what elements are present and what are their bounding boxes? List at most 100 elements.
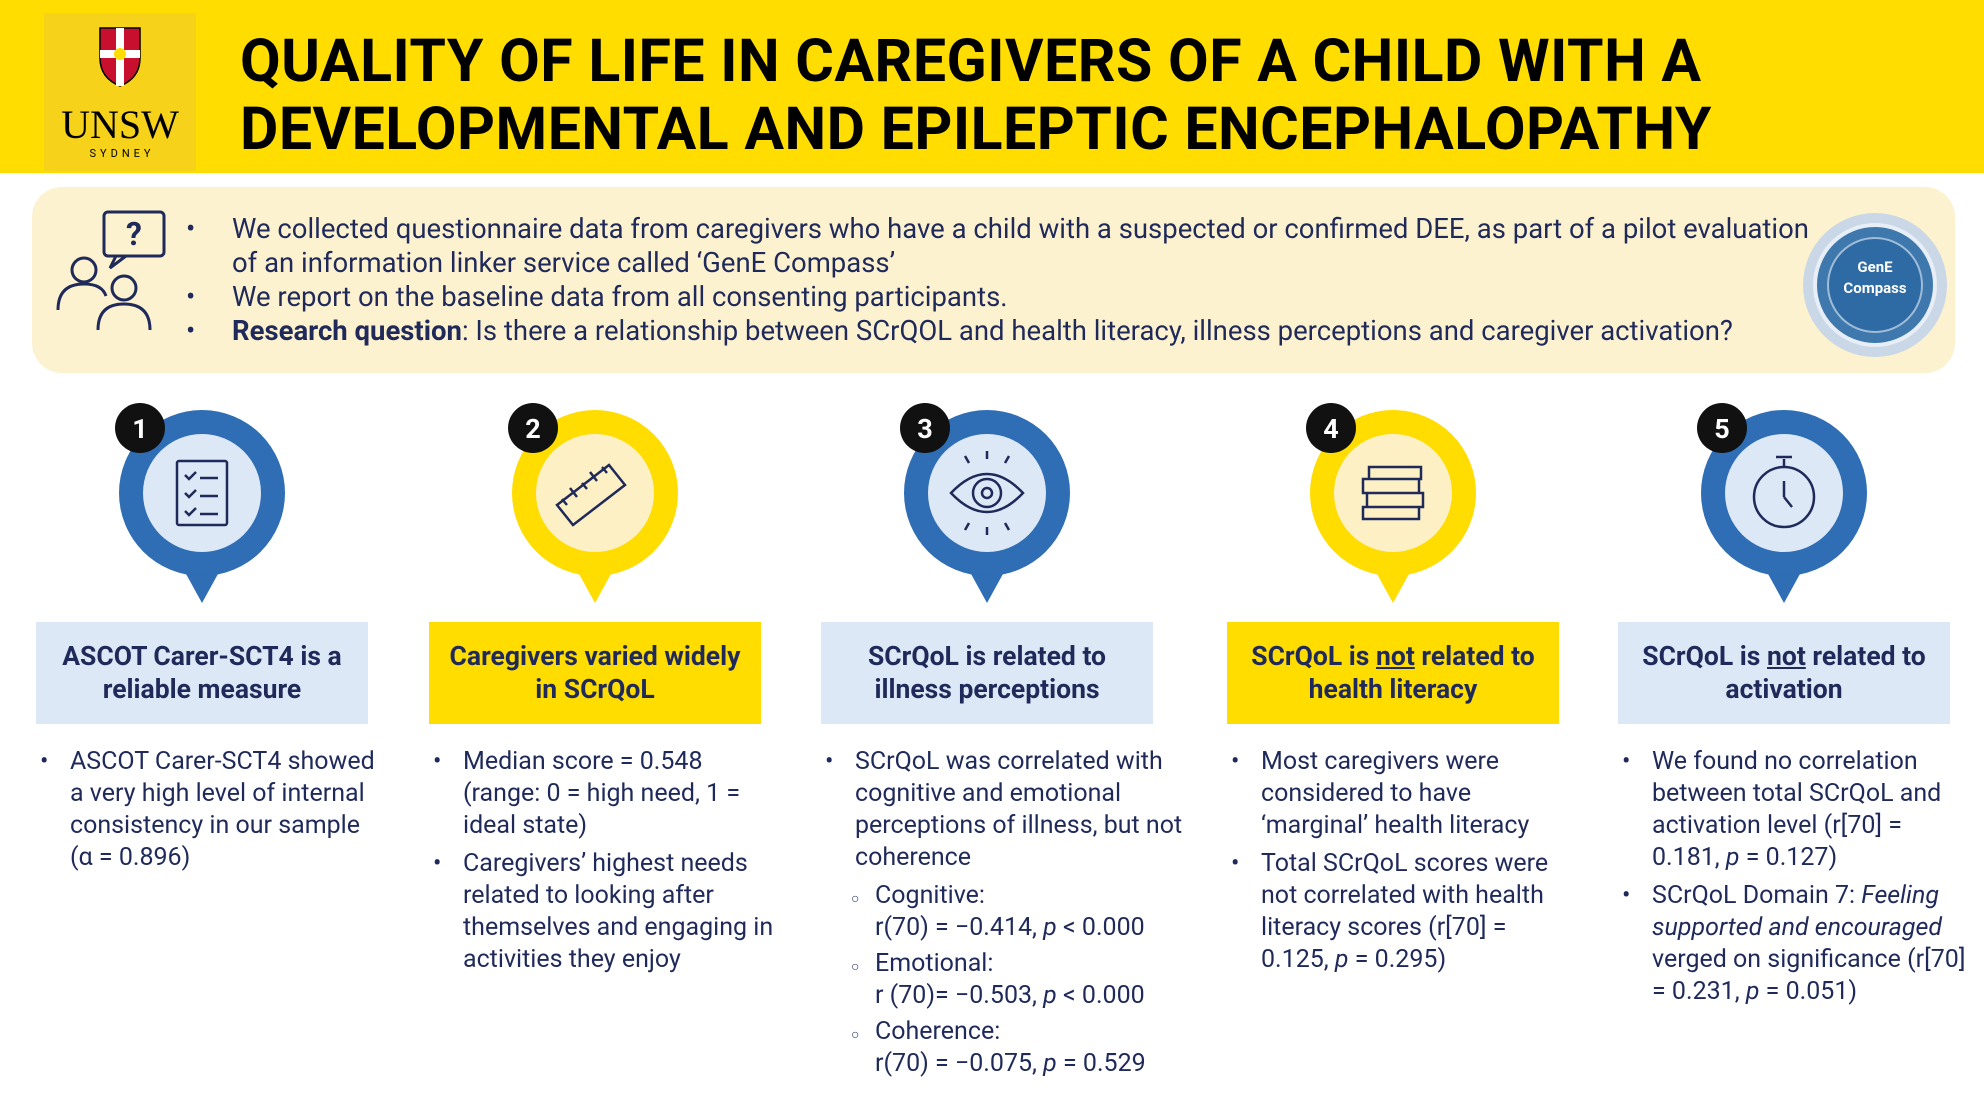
bullet: SCrQoL was correlated with cognitive and… xyxy=(825,746,1190,874)
text: related to health literacy xyxy=(1308,641,1535,705)
number: 4 xyxy=(1323,413,1339,445)
text: r(70) = −0.075, xyxy=(875,1049,1044,1078)
text: < 0.000 xyxy=(1056,981,1145,1010)
column-body: Most caregivers were considered to have … xyxy=(1231,746,1576,982)
heading-text: ASCOT Carer-SCT4 is a reliable measure xyxy=(48,640,356,706)
intro-bullet: We collected questionnaire data from car… xyxy=(186,212,1832,280)
sub-bullet: Coherence:r(70) = −0.075, p = 0.529 xyxy=(851,1016,1190,1080)
number: 5 xyxy=(1714,413,1730,445)
bullet: Total SCrQoL scores were not correlated … xyxy=(1231,848,1576,976)
bullet-list: We found no correlation between total SC… xyxy=(1622,746,1967,1008)
text: r (70)= −0.503, xyxy=(875,981,1044,1010)
bullet: Caregivers’ highest needs related to loo… xyxy=(433,848,778,976)
icon xyxy=(1361,465,1425,521)
text: = 0.127) xyxy=(1739,843,1838,872)
text: p xyxy=(1725,843,1740,872)
number-badge xyxy=(1306,403,1356,453)
pin-inner xyxy=(928,434,1046,552)
number-badge xyxy=(508,403,558,453)
bullet-list: Median score = 0.548 (range: 0 = high ne… xyxy=(433,746,778,976)
badge xyxy=(1803,213,1947,357)
text: not xyxy=(1767,641,1806,672)
intro-bullet: Research question: Is there a relationsh… xyxy=(186,314,1832,348)
column-body: Median score = 0.548 (range: 0 = high ne… xyxy=(433,746,778,982)
sub-bullet: Emotional: r (70)= −0.503, p < 0.000 xyxy=(851,948,1190,1012)
bullet-list: ASCOT Carer-SCT4 showed a very high leve… xyxy=(40,746,385,874)
text: SCrQoL Domain 7: xyxy=(1652,881,1862,910)
text: not xyxy=(1376,641,1415,672)
text: We report on the baseline data from all … xyxy=(232,280,1008,313)
heading-text: Caregivers varied widely in SCrQoL xyxy=(441,640,749,706)
number: 1 xyxy=(132,413,148,445)
bullet: Most caregivers were considered to have … xyxy=(1231,746,1576,842)
text: p xyxy=(1043,913,1057,942)
text: = 0.295) xyxy=(1348,945,1447,974)
text: p xyxy=(1745,977,1760,1006)
text: related to activation xyxy=(1725,641,1926,705)
column-heading: SCrQoL is related to illness perceptions xyxy=(821,622,1153,724)
column-heading: ASCOT Carer-SCT4 is a reliable measure xyxy=(36,622,368,724)
column-heading: Caregivers varied widely in SCrQoL xyxy=(429,622,761,724)
bullet: SCrQoL Domain 7: Feeling supported and e… xyxy=(1622,880,1967,1008)
text: SCrQoL was correlated with cognitive and… xyxy=(855,747,1183,872)
text: ASCOT Carer-SCT4 is a reliable measure xyxy=(62,641,342,705)
bullet: ASCOT Carer-SCT4 showed a very high leve… xyxy=(40,746,385,874)
text: Most caregivers were considered to have … xyxy=(1261,747,1530,840)
intro-bullet: We report on the baseline data from all … xyxy=(186,280,1832,314)
number: 3 xyxy=(917,413,933,445)
text: Coherence: xyxy=(875,1017,1001,1046)
stat: r(70) = −0.075, p = 0.529 xyxy=(875,1048,1190,1080)
question-mark: ? xyxy=(126,215,142,253)
number-badge xyxy=(115,403,165,453)
heading-text: SCrQoL is related to illness perceptions xyxy=(833,640,1141,706)
text: Caregivers varied widely in SCrQoL xyxy=(449,641,741,705)
icon xyxy=(175,459,229,527)
heading-text: SCrQoL is not related to activation xyxy=(1630,640,1938,706)
column-heading: SCrQoL is not related to health literacy xyxy=(1227,622,1559,724)
column-body: We found no correlation between total SC… xyxy=(1622,746,1967,1014)
sub-bullet: Cognitive:r(70) = −0.414, p < 0.000 xyxy=(851,880,1190,944)
text: SCrQoL is xyxy=(1251,641,1377,672)
text: = 0.051) xyxy=(1759,977,1858,1006)
bullet-list: Most caregivers were considered to have … xyxy=(1231,746,1576,976)
text: Emotional: xyxy=(875,949,994,978)
title-line: QUALITY OF LIFE IN CAREGIVERS OF A CHILD… xyxy=(240,27,1702,96)
sub-list: Cognitive:r(70) = −0.414, p < 0.000Emoti… xyxy=(851,880,1190,1080)
bullet: We found no correlation between total SC… xyxy=(1622,746,1967,874)
number: 2 xyxy=(525,413,541,445)
header-bar xyxy=(0,0,1984,173)
text: = 0.529 xyxy=(1056,1049,1146,1078)
heading-text: SCrQoL is not related to health literacy xyxy=(1239,640,1547,706)
text: We collected questionnaire data from car… xyxy=(232,212,1809,279)
stat: r(70) = −0.414, p < 0.000 xyxy=(875,912,1190,944)
text: p xyxy=(1043,981,1057,1010)
pin-inner xyxy=(536,434,654,552)
text: r(70) = −0.414, xyxy=(875,913,1044,942)
column-body: SCrQoL was correlated with cognitive and… xyxy=(825,746,1190,1084)
text: < 0.000 xyxy=(1056,913,1145,942)
icon xyxy=(949,451,1025,535)
text: We found no correlation between total SC… xyxy=(1652,747,1942,872)
title-line: DEVELOPMENTAL AND EPILEPTIC ENCEPHALOPAT… xyxy=(240,95,1712,164)
text: Research question xyxy=(232,314,462,347)
text: Feeling supported and encouraged xyxy=(1652,881,1942,942)
bullet-list: SCrQoL was correlated with cognitive and… xyxy=(825,746,1190,874)
logo-sub: SYDNEY xyxy=(89,147,154,160)
badge-text: Compass xyxy=(1843,279,1906,297)
crest xyxy=(99,27,141,87)
text: Total SCrQoL scores were not correlated … xyxy=(1261,849,1549,974)
number-badge xyxy=(900,403,950,453)
pin-inner xyxy=(143,434,261,552)
icon xyxy=(555,463,627,527)
bullet: Median score = 0.548 (range: 0 = high ne… xyxy=(433,746,778,842)
column-heading: SCrQoL is not related to activation xyxy=(1618,622,1950,724)
text: ASCOT Carer-SCT4 showed a very high leve… xyxy=(70,747,375,872)
people-icon xyxy=(56,210,166,331)
title: QUALITY OF LIFE IN CAREGIVERS OF A CHILD… xyxy=(240,28,1712,164)
icon xyxy=(1752,455,1816,529)
intro: We collected questionnaire data from car… xyxy=(186,212,1832,348)
text: Caregivers’ highest needs related to loo… xyxy=(463,849,774,974)
text: : Is there a relationship between SCrQOL… xyxy=(461,314,1733,347)
text: verged on significance (r[70] = 0.231, xyxy=(1652,945,1966,1006)
